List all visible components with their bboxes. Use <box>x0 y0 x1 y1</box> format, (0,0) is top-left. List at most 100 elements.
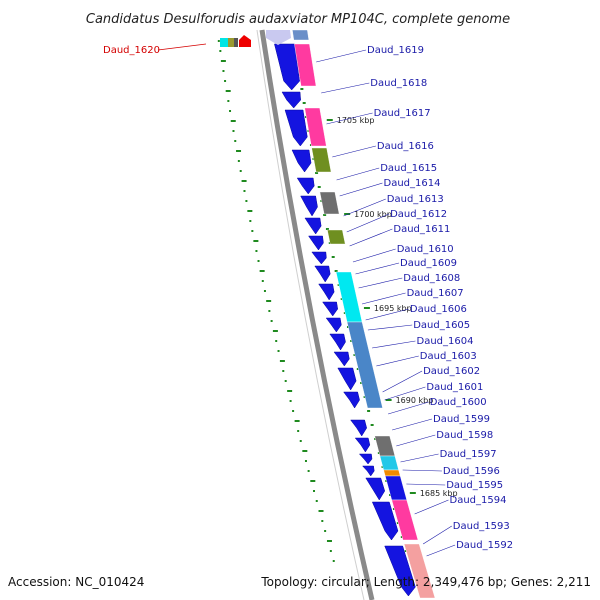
gene-leader-line <box>400 453 439 463</box>
gene-label[interactable]: Daud_1598 <box>436 430 493 441</box>
gene-label[interactable]: Daud_1596 <box>443 466 500 477</box>
skew-mark <box>325 228 329 230</box>
cds-arrow[interactable] <box>314 265 331 283</box>
feature-box[interactable] <box>304 107 327 147</box>
gene-label[interactable]: Daud_1602 <box>423 366 480 377</box>
kbp-label: 1700 kbp <box>354 210 392 219</box>
gene-leader-line <box>343 198 386 217</box>
gene-leader-line <box>402 469 442 472</box>
gene-leader-line <box>358 277 403 289</box>
gene-label[interactable]: Daud_1601 <box>426 382 483 393</box>
skew-mark <box>332 560 335 562</box>
gene-label[interactable]: Daud_1592 <box>456 540 513 551</box>
cds-arrow[interactable] <box>274 43 300 91</box>
cds-arrow[interactable] <box>308 235 324 251</box>
gene-label[interactable]: Daud_1610 <box>397 244 454 255</box>
skew-mark <box>315 500 318 502</box>
gene-label[interactable]: Daud_1612 <box>390 209 447 220</box>
cds-arrow[interactable] <box>284 109 308 147</box>
gene-leader-line <box>349 228 393 247</box>
cds-arrow[interactable] <box>311 251 327 265</box>
feature-box[interactable] <box>294 43 317 87</box>
skew-mark <box>222 70 225 72</box>
gene-leader-line <box>336 167 380 181</box>
cds-track <box>266 30 416 597</box>
feature-box[interactable] <box>327 229 346 245</box>
cds-arrow[interactable] <box>300 195 318 217</box>
feature-box[interactable] <box>403 543 436 599</box>
feature-box[interactable] <box>391 499 419 541</box>
cds-arrow[interactable] <box>318 283 335 301</box>
gene-label[interactable]: Daud_1595 <box>446 480 503 491</box>
highlight-gene-arrow-icon[interactable] <box>239 35 251 47</box>
cds-arrow[interactable] <box>304 217 322 235</box>
gene-label[interactable]: Daud_1597 <box>440 449 497 460</box>
gene-label[interactable]: Daud_1593 <box>453 521 510 532</box>
cds-arrow[interactable] <box>329 333 346 351</box>
gene-label[interactable]: Daud_1604 <box>417 336 474 347</box>
gene-label[interactable]: Daud_1600 <box>430 397 487 408</box>
feature-box[interactable] <box>346 321 383 409</box>
feature-box[interactable] <box>383 469 401 477</box>
skew-mark <box>253 240 259 242</box>
skew-mark <box>219 50 222 52</box>
cds-arrow[interactable] <box>365 477 386 501</box>
skew-mark <box>272 330 278 332</box>
cds-arrow[interactable] <box>296 177 315 195</box>
cds-arrow[interactable] <box>325 317 342 333</box>
gene-label[interactable]: Daud_1609 <box>400 258 457 269</box>
skew-mark <box>294 420 300 422</box>
cds-arrow[interactable] <box>322 301 338 317</box>
cds-arrow[interactable] <box>291 149 312 173</box>
skew-mark <box>334 270 338 272</box>
gene-label[interactable]: Daud_1617 <box>374 108 431 119</box>
skew-mark <box>313 490 316 492</box>
gene-leader-line <box>352 248 396 263</box>
feature-box[interactable] <box>374 435 396 457</box>
feature-box[interactable] <box>292 29 310 41</box>
cds-arrow[interactable] <box>350 419 367 437</box>
gene-label[interactable]: Daud_1608 <box>403 273 460 284</box>
gene-label[interactable]: Daud_1603 <box>420 351 477 362</box>
gene-label[interactable]: Daud_1618 <box>370 78 427 89</box>
skew-mark <box>225 90 231 92</box>
skew-mark <box>263 290 266 292</box>
gene-label[interactable]: Daud_1599 <box>433 414 490 425</box>
cds-arrow[interactable] <box>281 91 301 109</box>
skew-mark <box>321 520 324 522</box>
feature-box[interactable] <box>311 147 332 173</box>
gene-label[interactable]: Daud_1606 <box>410 304 467 315</box>
gene-label[interactable]: Daud_1613 <box>387 194 444 205</box>
skew-mark <box>310 480 316 482</box>
feature-box[interactable] <box>319 191 340 215</box>
highlight-gene-label[interactable]: Daud_1620 <box>103 45 160 56</box>
cds-arrow[interactable] <box>384 545 416 597</box>
gene-label[interactable]: Daud_1614 <box>384 178 441 189</box>
cds-arrow[interactable] <box>333 351 350 367</box>
gene-label[interactable]: Daud_1615 <box>380 163 437 174</box>
gene-label[interactable]: Daud_1616 <box>377 141 434 152</box>
gene-leader-line <box>406 483 446 486</box>
cds-arrow[interactable] <box>354 437 371 453</box>
cds-arrow[interactable] <box>358 453 373 465</box>
cds-arrow[interactable] <box>266 30 291 45</box>
skew-mark <box>237 160 240 162</box>
gene-leader-line <box>367 324 413 331</box>
skew-mark <box>243 190 246 192</box>
gene-label[interactable]: Daud_1607 <box>407 288 464 299</box>
cds-arrow[interactable] <box>371 501 399 541</box>
gene-label[interactable]: Daud_1605 <box>413 320 470 331</box>
gene-label[interactable]: Daud_1611 <box>393 224 450 235</box>
genome-summary-text: Topology: circular; Length: 2,349,476 bp… <box>260 575 591 589</box>
cds-arrow[interactable] <box>337 367 357 391</box>
skew-mark <box>249 220 252 222</box>
skew-mark <box>230 120 236 122</box>
feature-box[interactable] <box>384 475 408 501</box>
cds-arrow[interactable] <box>343 391 360 409</box>
feature-box[interactable] <box>335 271 363 323</box>
gene-label[interactable]: Daud_1594 <box>450 495 507 506</box>
cds-arrow[interactable] <box>361 465 375 477</box>
gene-label[interactable]: Daud_1619 <box>367 45 424 56</box>
gene-leader-line <box>332 145 376 158</box>
